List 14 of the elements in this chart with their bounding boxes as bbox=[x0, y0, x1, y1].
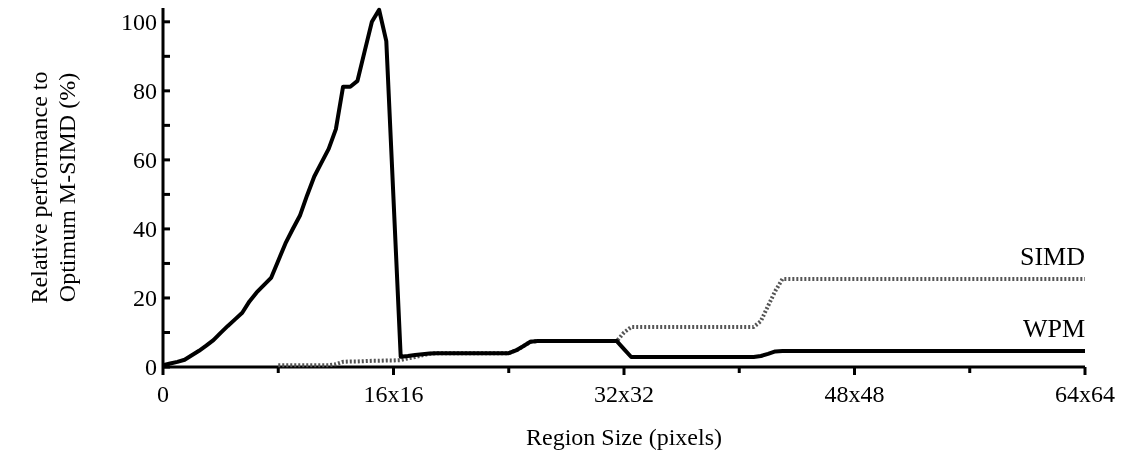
y-tick-label: 0 bbox=[145, 354, 157, 381]
y-tick-label: 20 bbox=[133, 285, 157, 312]
y-tick-label: 40 bbox=[133, 216, 157, 243]
y-tick-label: 100 bbox=[121, 9, 157, 36]
x-tick-label: 16x16 bbox=[363, 381, 424, 407]
y-tick-label: 80 bbox=[133, 78, 157, 105]
x-tick-label: 48x48 bbox=[824, 381, 885, 407]
y-axis-title: Relative performance to Optimum M-SIMD (%) bbox=[26, 71, 80, 304]
x-tick-label: 32x32 bbox=[594, 381, 654, 407]
x-tick-label: 64x64 bbox=[1055, 381, 1115, 407]
series-label: WPM bbox=[1022, 314, 1085, 344]
x-axis-title: Region Size (pixels) bbox=[526, 424, 722, 450]
series-label: SIMD bbox=[1019, 241, 1085, 271]
y-tick-label: 60 bbox=[133, 147, 157, 174]
